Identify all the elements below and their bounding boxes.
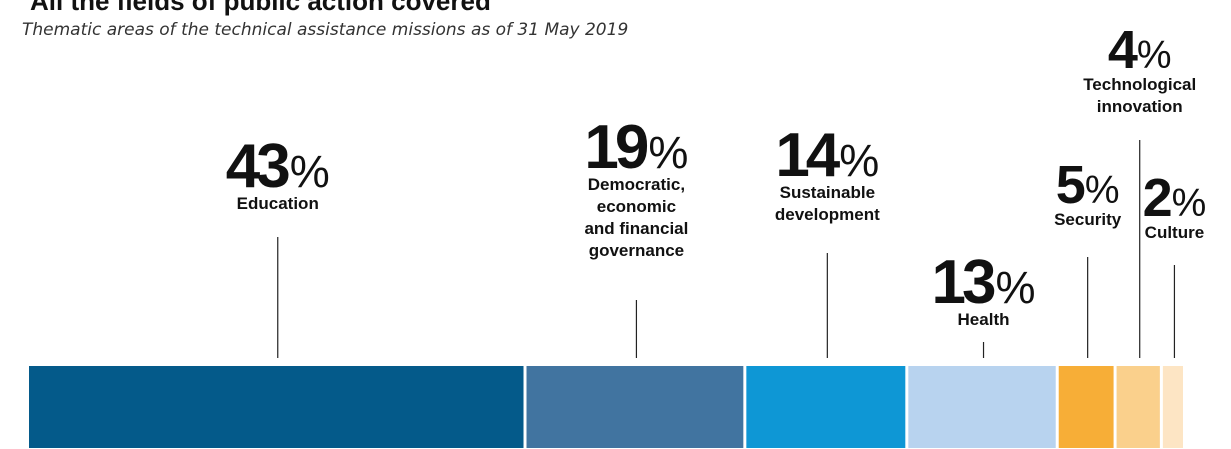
category-label-security: Security	[1054, 210, 1122, 229]
category-label-education: Education	[237, 194, 319, 213]
category-label-technological-innovation: innovation	[1097, 97, 1183, 116]
bar-segment-security	[1059, 366, 1114, 448]
value-label-culture: 2%	[1143, 168, 1207, 228]
value-label-security: 5%	[1056, 155, 1120, 215]
value-label-education: 43%	[226, 132, 330, 201]
bar-segment-sustainable-development	[746, 366, 905, 448]
bar-segment-culture	[1163, 366, 1183, 448]
value-label-health: 13%	[932, 248, 1036, 317]
bar-segment-technological-innovation	[1117, 366, 1160, 448]
value-label-democratic-economic-and-financial-governance: 19%	[584, 113, 688, 182]
value-label-sustainable-development: 14%	[775, 121, 879, 190]
category-label-sustainable-development: Sustainable	[780, 183, 875, 202]
category-label-democratic-economic-and-financial-governance: and financial	[584, 219, 688, 238]
bar-segment-democratic-economic-and-financial-governance	[527, 366, 744, 448]
category-label-culture: Culture	[1145, 223, 1205, 242]
category-label-technological-innovation: Technological	[1083, 75, 1196, 94]
value-label-technological-innovation: 4%	[1108, 20, 1172, 80]
bar-segment-health	[908, 366, 1055, 448]
category-label-democratic-economic-and-financial-governance: governance	[589, 241, 684, 260]
bar-segment-education	[29, 366, 524, 448]
category-label-sustainable-development: development	[775, 205, 880, 224]
category-label-health: Health	[958, 310, 1010, 329]
category-label-democratic-economic-and-financial-governance: Democratic,	[588, 175, 685, 194]
category-label-democratic-economic-and-financial-governance: economic	[597, 197, 676, 216]
